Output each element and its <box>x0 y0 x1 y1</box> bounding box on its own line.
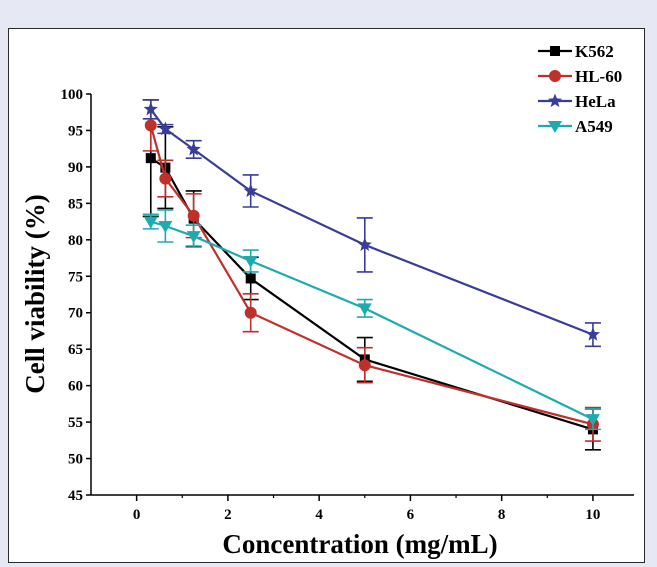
legend-marker <box>548 121 562 133</box>
series-layer <box>142 99 601 451</box>
series-k562 <box>142 99 601 451</box>
y-axis-label: Cell viability (%) <box>20 194 50 393</box>
data-point <box>186 231 201 244</box>
y-tick-label: 95 <box>68 123 83 139</box>
legend-item-hela: HeLa <box>538 92 616 111</box>
y-tick-label: 80 <box>68 233 83 249</box>
axes: 45 50 55 60 65 70 75 80 85 90 95 100 0 2 4 6 8 10 <box>61 87 634 523</box>
y-tick-label: 85 <box>68 196 83 212</box>
legend-label: A549 <box>575 117 613 136</box>
data-point <box>158 220 173 233</box>
series-a549 <box>142 209 601 431</box>
series-line <box>150 157 594 431</box>
chart-frame: 45 50 55 60 65 70 75 80 85 90 95 100 0 2 4 6 8 10 Concen… <box>8 28 645 563</box>
legend-item-k562: K562 <box>538 42 614 61</box>
x-tick-label: 2 <box>224 507 232 523</box>
y-tick-label: 65 <box>68 342 83 358</box>
legend-item-hl60: HL-60 <box>538 67 622 86</box>
data-point <box>245 273 256 284</box>
data-point <box>357 237 372 251</box>
data-point <box>187 209 200 222</box>
y-tick-label: 75 <box>68 269 83 285</box>
data-point <box>145 153 156 164</box>
x-tick-label: 10 <box>585 507 600 523</box>
y-tick-label: 50 <box>68 452 83 468</box>
legend-label: HeLa <box>575 92 616 111</box>
x-tick-label: 4 <box>315 507 323 523</box>
legend-marker <box>550 46 560 56</box>
y-tick-label: 45 <box>68 488 83 504</box>
data-point <box>186 141 201 156</box>
y-tick-label: 100 <box>61 87 84 103</box>
legend: K562 HL-60 HeLa A549 <box>538 42 622 136</box>
y-tick-label: 60 <box>68 379 83 395</box>
data-point <box>143 101 158 116</box>
series-line <box>149 108 594 336</box>
series-hl60 <box>142 99 601 442</box>
data-point <box>143 216 158 229</box>
data-point <box>243 183 258 197</box>
x-tick-label: 0 <box>133 507 141 523</box>
series-line <box>150 220 594 421</box>
data-point <box>144 119 157 132</box>
y-tick-label: 55 <box>68 415 83 431</box>
data-point <box>358 359 371 372</box>
y-ticks: 45 50 55 60 65 70 75 80 85 90 95 100 <box>61 87 91 504</box>
series-line <box>149 125 594 426</box>
data-point <box>158 121 173 136</box>
viability-chart: 45 50 55 60 65 70 75 80 85 90 95 100 0 2 4 6 8 10 Concen… <box>20 42 634 559</box>
data-point <box>585 327 601 341</box>
legend-label: HL-60 <box>575 67 622 86</box>
x-tick-label: 6 <box>407 507 415 523</box>
y-tick-label: 90 <box>68 160 83 176</box>
legend-marker <box>547 93 563 108</box>
legend-label: K562 <box>575 42 614 61</box>
y-tick-label: 70 <box>68 306 83 322</box>
data-point <box>244 306 257 319</box>
data-point <box>243 255 258 268</box>
data-point <box>585 414 600 427</box>
data-point <box>159 172 172 185</box>
series-hela <box>142 99 601 348</box>
x-ticks: 0 2 4 6 8 10 <box>133 495 600 523</box>
x-axis-label: Concentration (mg/mL) <box>222 529 497 559</box>
legend-marker <box>549 70 561 82</box>
x-tick-label: 8 <box>498 507 506 523</box>
data-point <box>357 303 372 316</box>
legend-item-a549: A549 <box>538 117 613 136</box>
